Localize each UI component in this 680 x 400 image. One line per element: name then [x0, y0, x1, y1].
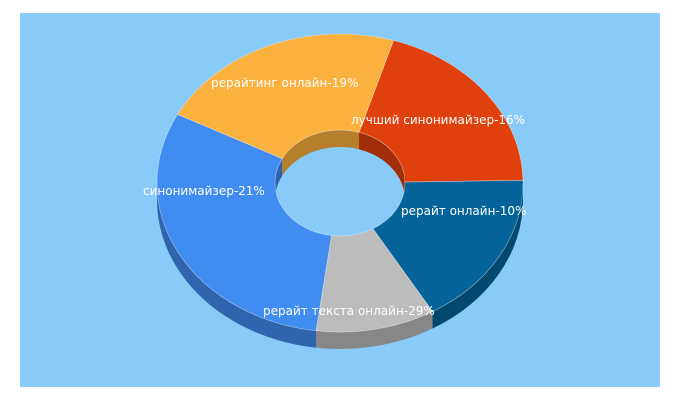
donut-chart: рерайтинг онлайн-19% лучший синонимайзер… [20, 13, 660, 387]
donut-inner-wall-0-1 [359, 132, 405, 200]
donut-inner-wall-3-0 [275, 158, 283, 200]
donut-slice-3 [156, 114, 332, 332]
donut-slice-1 [372, 180, 524, 312]
slice-label-best-synonymizer: лучший синонимайзер-16% [351, 113, 525, 127]
donut-outer-wall-3 [157, 183, 317, 348]
slice-label-rewrite-online: рерайт онлайн-10% [401, 204, 526, 218]
slice-labels: рерайтинг онлайн-19% лучший синонимайзер… [143, 76, 526, 318]
donut-slice-0 [358, 40, 524, 183]
donut-top-layer [156, 33, 524, 333]
donut-slice-4 [177, 33, 394, 159]
donut-outer-wall-1 [432, 183, 523, 329]
slice-label-synonymizer: синонимайзер-21% [143, 184, 265, 198]
donut-side-layer [157, 130, 523, 349]
slice-label-reraiting-online: рерайтинг онлайн-19% [211, 76, 358, 90]
donut-outer-wall-2 [316, 311, 433, 349]
chart-panel: рерайтинг онлайн-19% лучший синонимайзер… [20, 13, 660, 387]
donut-inner-wall-4-0 [282, 130, 360, 176]
slice-label-rewrite-text-online: рерайт текста онлайн-29% [263, 304, 435, 318]
